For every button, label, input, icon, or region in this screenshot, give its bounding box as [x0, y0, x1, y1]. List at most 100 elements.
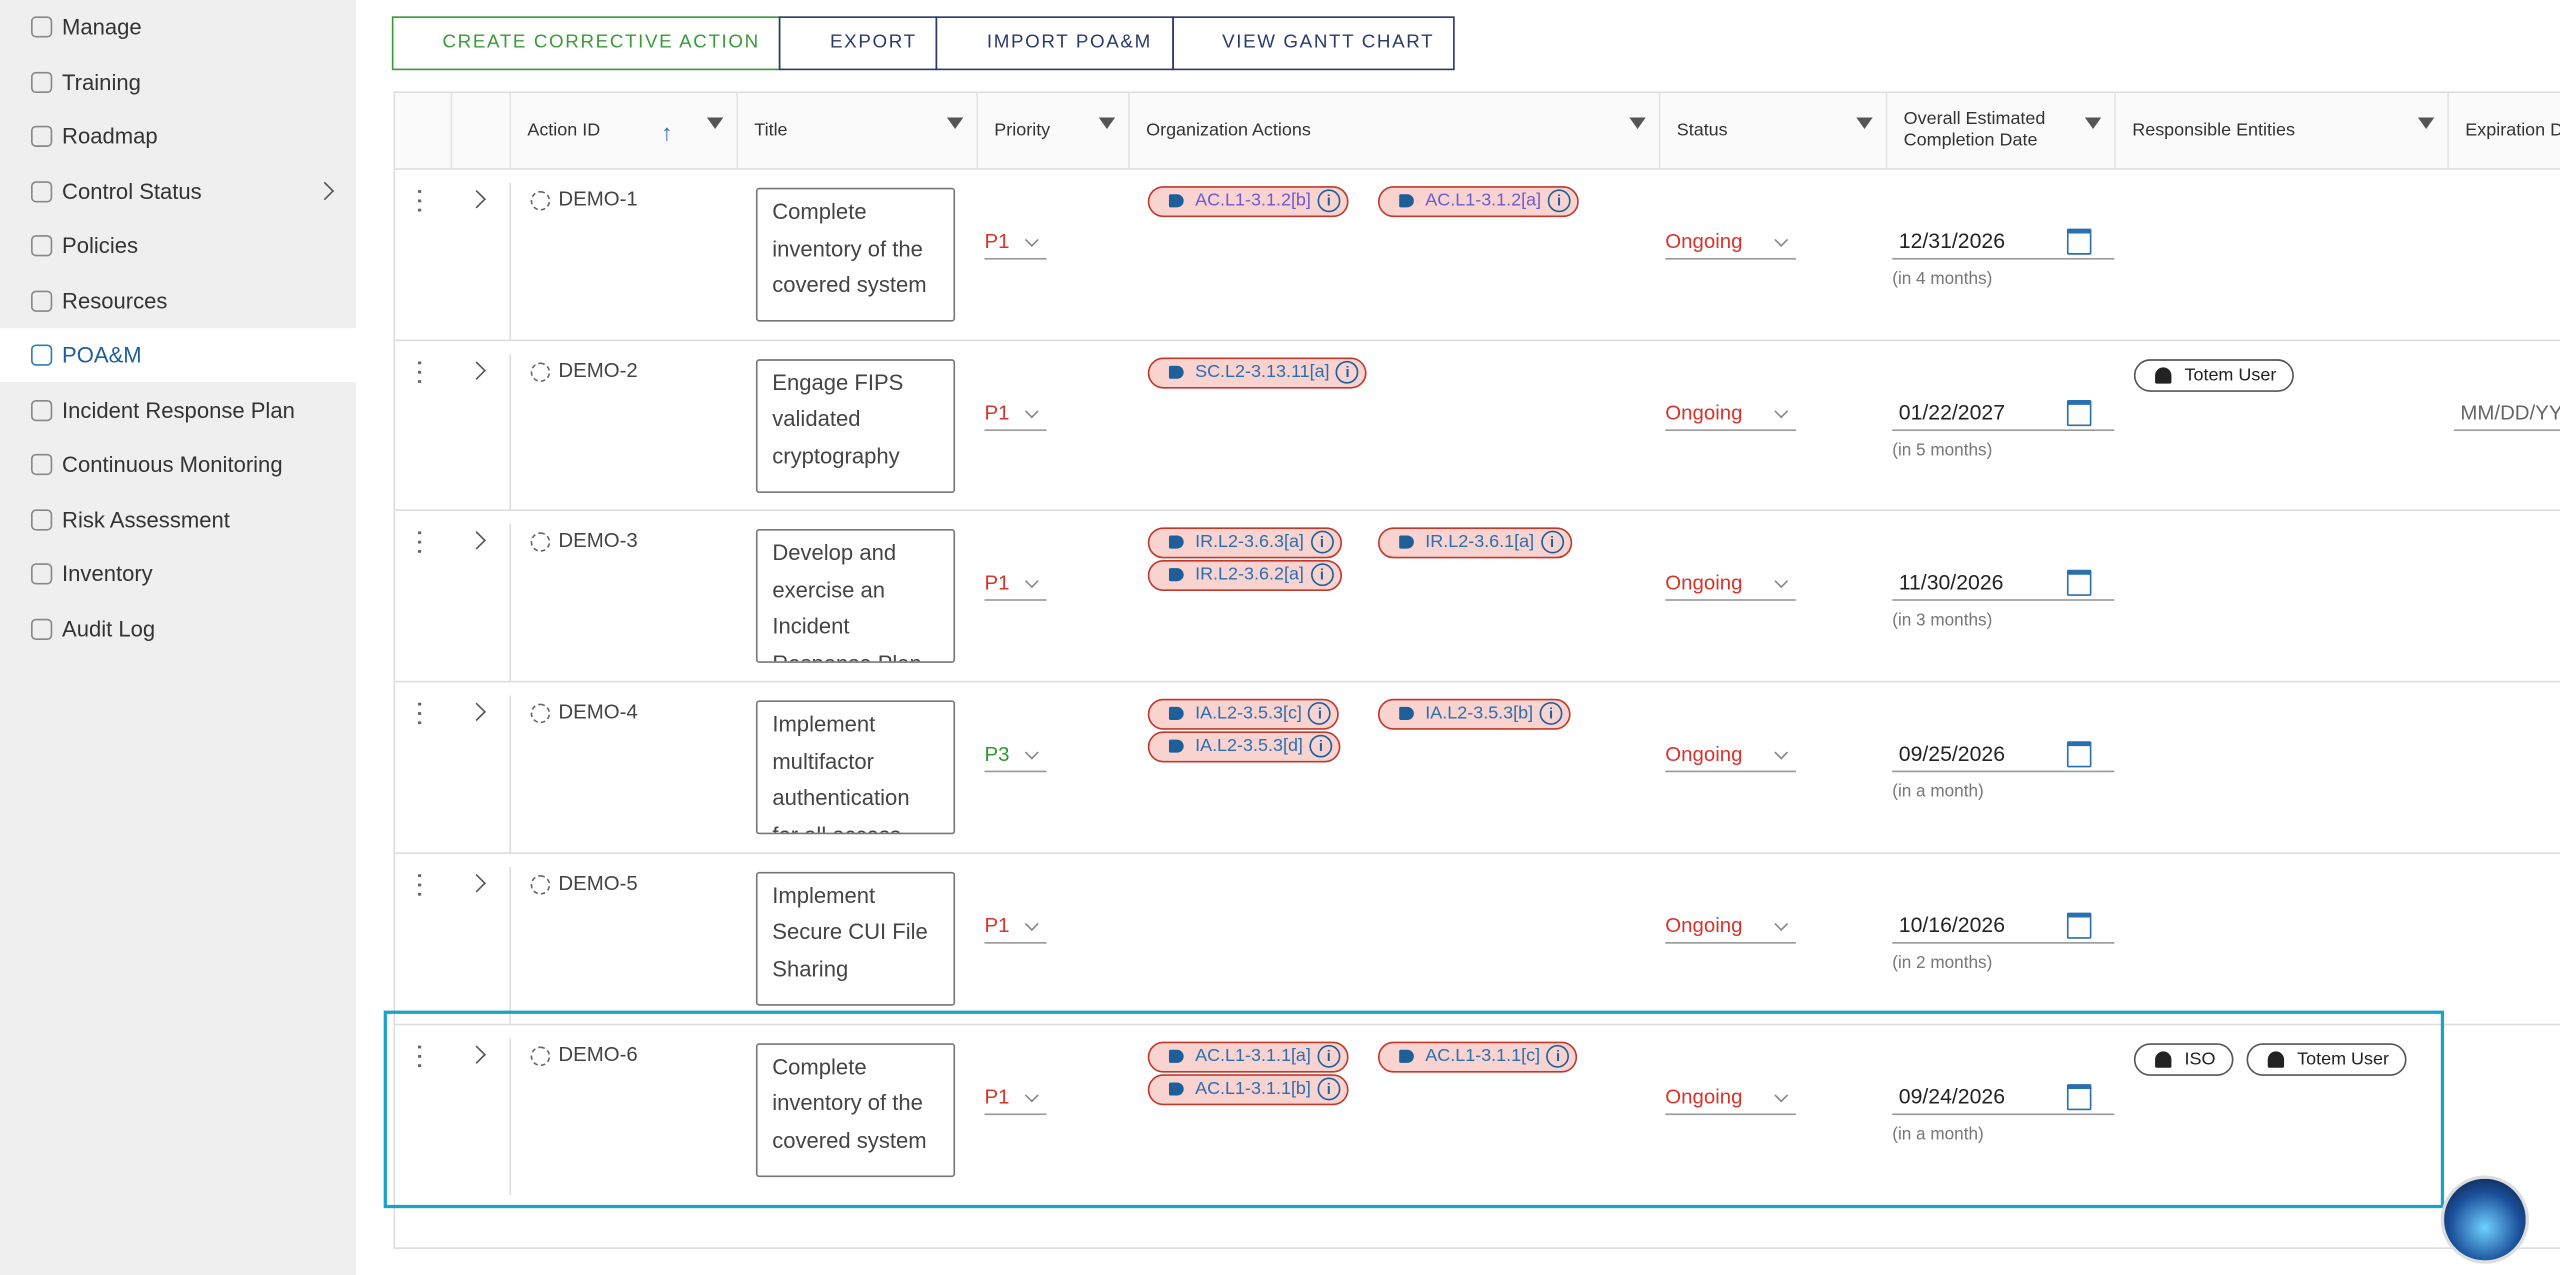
column-header: Overall Estimated Completion Date: [1887, 93, 2116, 169]
nav-item[interactable]: Inventory: [0, 547, 356, 601]
table-row: … DEMO-4 Implement multifactor authenticat…: [395, 680, 2560, 853]
date-input[interactable]: 12/31/2026: [1892, 229, 2115, 260]
title-field[interactable]: Implement Secure CUI File Sharing: [755, 871, 956, 1006]
cell-divider: [509, 695, 512, 853]
priority-select[interactable]: P1: [984, 399, 1047, 431]
kebab-menu[interactable]: …: [411, 527, 445, 558]
action-id: DEMO-1: [558, 187, 638, 211]
nav-item[interactable]: Control Status: [0, 164, 356, 218]
status-select[interactable]: Ongoing: [1665, 229, 1796, 260]
kebab-menu[interactable]: …: [411, 357, 445, 387]
chevron: [315, 180, 335, 200]
toolbar-button[interactable]: CREATE CORRECTIVE ACTION: [391, 16, 782, 71]
expand-chevron[interactable]: [467, 873, 486, 893]
relative-date: (in a month): [1892, 1124, 1984, 1144]
priority-select[interactable]: P1: [984, 229, 1047, 260]
date-input[interactable]: 10/16/2026: [1892, 912, 2115, 944]
filter-icon[interactable]: [1856, 117, 1873, 129]
nav-item[interactable]: Risk Assessment: [0, 492, 356, 546]
entity-chip[interactable]: ISO: [2133, 1042, 2234, 1076]
nav-item[interactable]: Manage: [0, 0, 356, 54]
kebab-menu[interactable]: …: [411, 186, 445, 216]
control-tag[interactable]: IA.L2-3.5.3[d]: [1147, 731, 1341, 763]
control-tag[interactable]: IR.L2-3.6.1[a]: [1377, 527, 1572, 560]
toolbar-button[interactable]: VIEW GANTT CHART: [1171, 16, 1456, 71]
control-tag[interactable]: IR.L2-3.6.3[a]: [1147, 527, 1342, 560]
expand-chevron[interactable]: [467, 702, 486, 722]
date-input[interactable]: 09/25/2026: [1892, 741, 2115, 773]
action-id: DEMO-4: [558, 700, 638, 724]
kebab-menu[interactable]: …: [411, 869, 445, 900]
priority-select[interactable]: P1: [984, 570, 1047, 602]
filter-icon[interactable]: [706, 117, 724, 129]
calendar-icon[interactable]: [2066, 399, 2092, 426]
header-label: Title: [754, 120, 788, 141]
date-input[interactable]: 09/24/2026: [1892, 1083, 2115, 1115]
control-tag[interactable]: AC.L1-3.1.1[c]: [1377, 1040, 1578, 1072]
status-select[interactable]: Ongoing: [1665, 741, 1796, 773]
toolbar-button[interactable]: IMPORT POA&M: [936, 16, 1174, 71]
header-label: Status: [1676, 120, 1728, 141]
calendar-icon[interactable]: [2066, 912, 2092, 939]
priority-select[interactable]: P3: [984, 741, 1047, 773]
filter-icon[interactable]: [2084, 117, 2102, 129]
date-input[interactable]: 11/30/2026: [1892, 570, 2115, 602]
calendar-icon[interactable]: [2066, 570, 2092, 597]
filter-icon[interactable]: [1629, 117, 1646, 129]
entity-chip[interactable]: Totem User: [2246, 1042, 2407, 1076]
status-select[interactable]: Ongoing: [1665, 399, 1796, 431]
dropdown-caret: [1774, 403, 1789, 418]
column-header: Priority: [978, 93, 1130, 169]
calendar-icon[interactable]: [2066, 228, 2092, 255]
nav-label: Continuous Monitoring: [62, 452, 283, 477]
header-label: Action ID: [527, 120, 601, 141]
nav-item[interactable]: Training: [0, 55, 356, 109]
kebab-menu[interactable]: …: [411, 698, 445, 729]
priority-select[interactable]: P1: [984, 1083, 1047, 1115]
title-field[interactable]: Complete inventory of the covered system: [755, 187, 956, 322]
nav-icon: [31, 180, 53, 202]
nav-item[interactable]: Audit Log: [0, 602, 356, 656]
control-tag[interactable]: IR.L2-3.6.2[a]: [1147, 560, 1342, 592]
nav-item[interactable]: Roadmap: [0, 109, 356, 163]
expiration-input[interactable]: MM/DD/YYYY: [2453, 399, 2560, 431]
title-field[interactable]: Implement multifactor authentication for…: [755, 700, 956, 835]
nav-item[interactable]: Incident Response Plan: [0, 383, 356, 437]
nav-item[interactable]: POA&M: [0, 328, 356, 383]
expand-chevron[interactable]: [467, 189, 486, 209]
title-field[interactable]: Develop and exercise an Incident Respons…: [755, 529, 956, 664]
title-field[interactable]: Complete inventory of the covered system: [755, 1042, 956, 1177]
button-label: CREATE CORRECTIVE ACTION: [442, 32, 760, 53]
nav-item[interactable]: Policies: [0, 219, 356, 273]
nav-icon: [31, 125, 53, 147]
control-tag[interactable]: IA.L2-3.5.3[c]: [1147, 698, 1340, 730]
date-input[interactable]: 01/22/2027: [1892, 399, 2115, 431]
control-tag[interactable]: AC.L1-3.1.2[a]: [1377, 186, 1579, 218]
filter-icon[interactable]: [1098, 117, 1116, 129]
control-tag[interactable]: AC.L1-3.1.1[b]: [1147, 1073, 1349, 1105]
table-row: … DEMO-2 Engage FIPS validated cryptograph…: [395, 339, 2560, 511]
nav-item[interactable]: Resources: [0, 273, 356, 327]
expand-chevron[interactable]: [467, 360, 486, 380]
priority-select[interactable]: P1: [984, 912, 1047, 944]
toolbar-button[interactable]: EXPORT: [779, 16, 938, 71]
filter-icon[interactable]: [946, 117, 964, 129]
title-field[interactable]: Engage FIPS validated cryptography: [755, 358, 956, 493]
nav-icon: [31, 71, 53, 93]
control-tag[interactable]: SC.L2-3.13.11[a]: [1147, 357, 1368, 389]
status-select[interactable]: Ongoing: [1665, 912, 1796, 944]
calendar-icon[interactable]: [2066, 741, 2092, 768]
nav-item[interactable]: Continuous Monitoring: [0, 438, 356, 492]
filter-icon[interactable]: [2417, 117, 2435, 129]
control-tag[interactable]: IA.L2-3.5.3[b]: [1377, 698, 1571, 730]
control-tag[interactable]: AC.L1-3.1.1[a]: [1147, 1040, 1349, 1072]
expand-chevron[interactable]: [467, 531, 486, 551]
status-select[interactable]: Ongoing: [1665, 1083, 1796, 1115]
status-select[interactable]: Ongoing: [1665, 570, 1796, 602]
calendar-icon[interactable]: [2066, 1083, 2092, 1110]
control-tag[interactable]: AC.L1-3.1.2[b]: [1147, 186, 1349, 218]
avatar[interactable]: [2440, 1175, 2529, 1264]
entity-chip[interactable]: Totem User: [2133, 358, 2295, 392]
